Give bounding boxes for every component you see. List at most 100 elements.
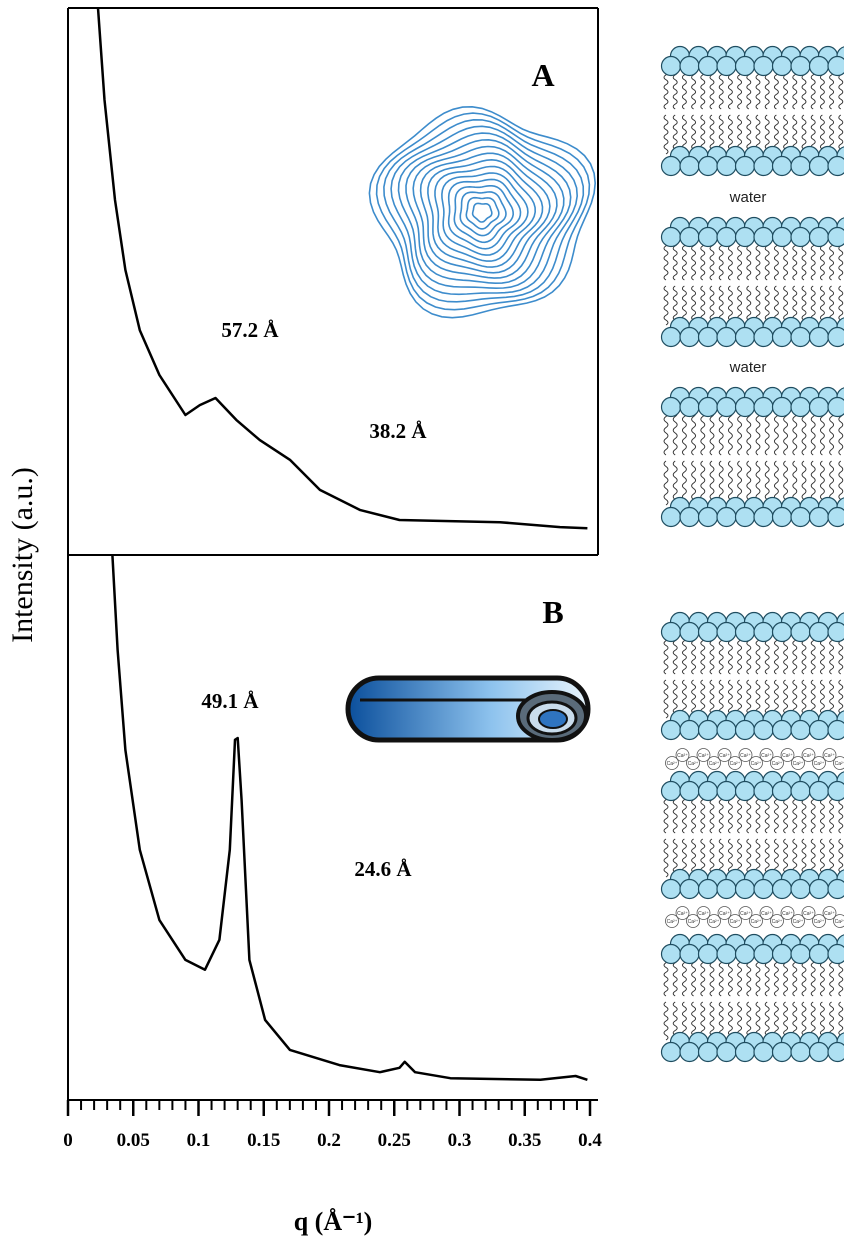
ion	[696, 906, 711, 920]
ion	[770, 756, 784, 770]
lipid-head	[660, 878, 682, 900]
lipid-tail	[709, 1001, 715, 1041]
contour-ring	[459, 191, 507, 237]
lipid-tail	[691, 957, 697, 997]
lipid-tail	[737, 794, 743, 834]
lipid-head	[753, 943, 774, 965]
ion-label: Ca²⁺	[688, 761, 699, 767]
lipid-tail	[663, 794, 669, 834]
lipid-head	[771, 55, 793, 77]
lipid-head	[790, 943, 811, 965]
lipid-tail	[792, 240, 798, 281]
ion	[738, 748, 753, 762]
lipid-tail	[783, 635, 789, 675]
lipid-tail	[691, 240, 697, 281]
lipid-tail	[819, 794, 825, 834]
ion	[665, 756, 679, 770]
lipid-tail	[764, 635, 770, 675]
ion-label: Ca²⁺	[782, 753, 793, 759]
lipid-tail	[709, 460, 715, 506]
lipid-tail	[709, 794, 715, 834]
lipid-tail	[746, 285, 752, 326]
lipid-tail	[755, 957, 761, 997]
lipid-head	[660, 719, 682, 741]
lipid-head	[771, 226, 793, 248]
lipid-tail	[737, 410, 743, 456]
lipid-head	[716, 226, 737, 248]
lipid-head	[697, 326, 719, 348]
lipid-tail	[838, 957, 844, 997]
lipid-head	[790, 506, 811, 528]
lipid-head	[753, 55, 774, 77]
lipid-head	[753, 226, 774, 248]
lipid-head	[679, 719, 700, 741]
lipid-head	[660, 226, 682, 248]
ion-label: Ca²⁺	[709, 919, 720, 925]
ion-label: Ca²⁺	[824, 911, 835, 917]
lipid-tail	[829, 240, 835, 281]
ion	[780, 748, 795, 762]
lipid-head	[679, 878, 700, 900]
peak-annotation: 24.6 Å	[354, 857, 412, 881]
lipid-tail	[663, 838, 669, 878]
lipid-tail	[700, 794, 706, 834]
lipid-tail	[773, 410, 779, 456]
lipid-head	[753, 878, 774, 900]
lipid-tail	[727, 794, 733, 834]
lipid-tail	[829, 957, 835, 997]
lipid-head	[827, 55, 844, 77]
ion	[686, 756, 700, 770]
x-tick-label: 0.35	[508, 1130, 541, 1151]
lipid-tail	[764, 285, 770, 326]
ion	[717, 748, 732, 762]
lipid-head	[734, 396, 756, 418]
lipid-head	[790, 226, 811, 248]
lipid-head	[753, 621, 774, 643]
lipid-tail	[672, 240, 678, 281]
lipid-head	[771, 943, 793, 965]
lipid-tail	[783, 838, 789, 878]
ion	[833, 914, 844, 928]
contour-ring	[447, 178, 522, 250]
ion-label: Ca²⁺	[740, 911, 751, 917]
lipid-tail	[783, 114, 789, 155]
lipid-tail	[838, 679, 844, 719]
lipid-tail	[810, 635, 816, 675]
contour-ring	[465, 196, 500, 230]
curve	[96, 7, 588, 530]
ion	[812, 914, 826, 928]
lipid-head	[808, 55, 830, 77]
lipid-tail	[672, 69, 678, 110]
panel-label: B	[542, 594, 563, 630]
lipid-tail	[672, 635, 678, 675]
lipid-tail	[801, 635, 807, 675]
lipid-tail	[681, 635, 687, 675]
lipid-head	[660, 1041, 682, 1063]
ion	[759, 748, 774, 762]
lipid-head	[660, 55, 682, 77]
lipid-tail	[663, 1001, 669, 1041]
bilayer-illustration: waterwaterCa²⁺Ca²⁺Ca²⁺Ca²⁺Ca²⁺Ca²⁺Ca²⁺Ca…	[660, 45, 844, 1063]
lipid-head	[771, 326, 793, 348]
contour-ring	[471, 202, 493, 223]
lipid-tail	[663, 679, 669, 719]
lipid-tail	[672, 794, 678, 834]
lipid-tail	[783, 240, 789, 281]
lipid-head	[660, 326, 682, 348]
lipid-tail	[663, 957, 669, 997]
lipid-head	[716, 943, 737, 965]
ion	[696, 748, 711, 762]
lipid-head	[827, 1041, 844, 1063]
ion-label: Ca²⁺	[803, 911, 814, 917]
lipid-tail	[838, 1001, 844, 1041]
lipid-head	[660, 943, 682, 965]
lipid-tail	[783, 69, 789, 110]
lipid-head	[697, 226, 719, 248]
lipid-tail	[727, 957, 733, 997]
lipid-tail	[810, 957, 816, 997]
lipid-head	[679, 780, 700, 802]
lipid-head	[827, 326, 844, 348]
lipid-tail	[801, 285, 807, 326]
lipid-head	[679, 396, 700, 418]
